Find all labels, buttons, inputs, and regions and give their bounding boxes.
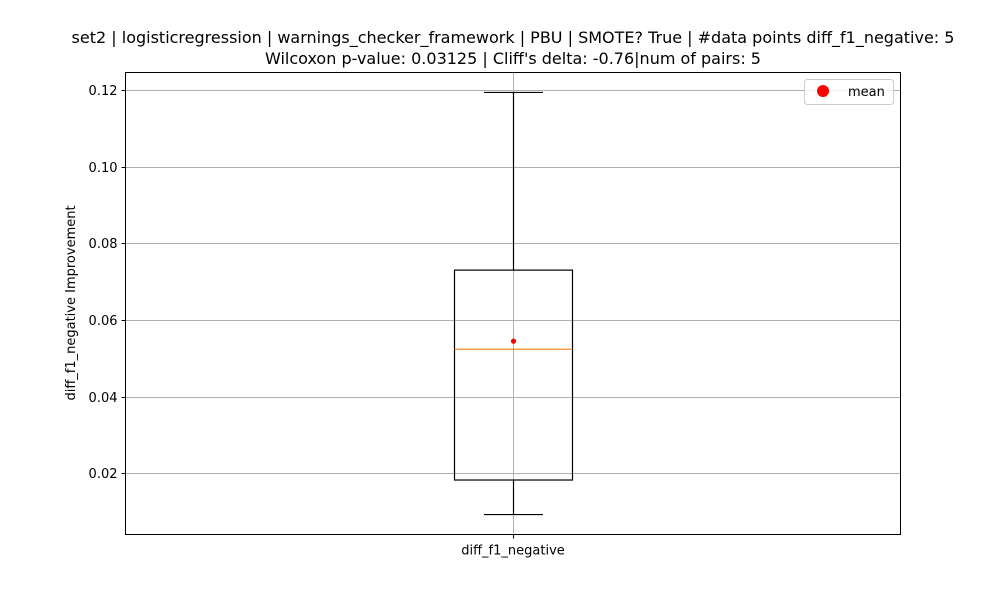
legend-frame — [804, 79, 894, 105]
legend-label: mean — [848, 85, 885, 100]
box-plot — [453, 91, 574, 516]
iqr-box — [453, 269, 574, 481]
x-ticks: diff_f1_negative — [461, 534, 565, 559]
legend: mean — [804, 79, 894, 105]
x-tick-label: diff_f1_negative — [461, 544, 565, 559]
chart-title-line2: Wilcoxon p-value: 0.03125 | Cliff's delt… — [265, 49, 761, 68]
y-ticks: 0.02 0.04 0.06 0.08 0.10 0.12 — [89, 84, 126, 482]
y-tick-label: 0.02 — [89, 467, 118, 482]
y-tick-label: 0.04 — [89, 391, 118, 406]
chart-title-line1: set2 | logisticregression | warnings_che… — [72, 28, 955, 48]
y-tick-label: 0.12 — [89, 84, 118, 99]
y-tick-label: 0.06 — [89, 314, 118, 329]
mean-marker — [510, 338, 517, 344]
legend-mean-marker — [817, 85, 829, 97]
y-tick-label: 0.08 — [89, 237, 118, 252]
y-axis-label: diff_f1_negative Improvement — [64, 205, 79, 400]
y-tick-label: 0.10 — [89, 161, 118, 176]
